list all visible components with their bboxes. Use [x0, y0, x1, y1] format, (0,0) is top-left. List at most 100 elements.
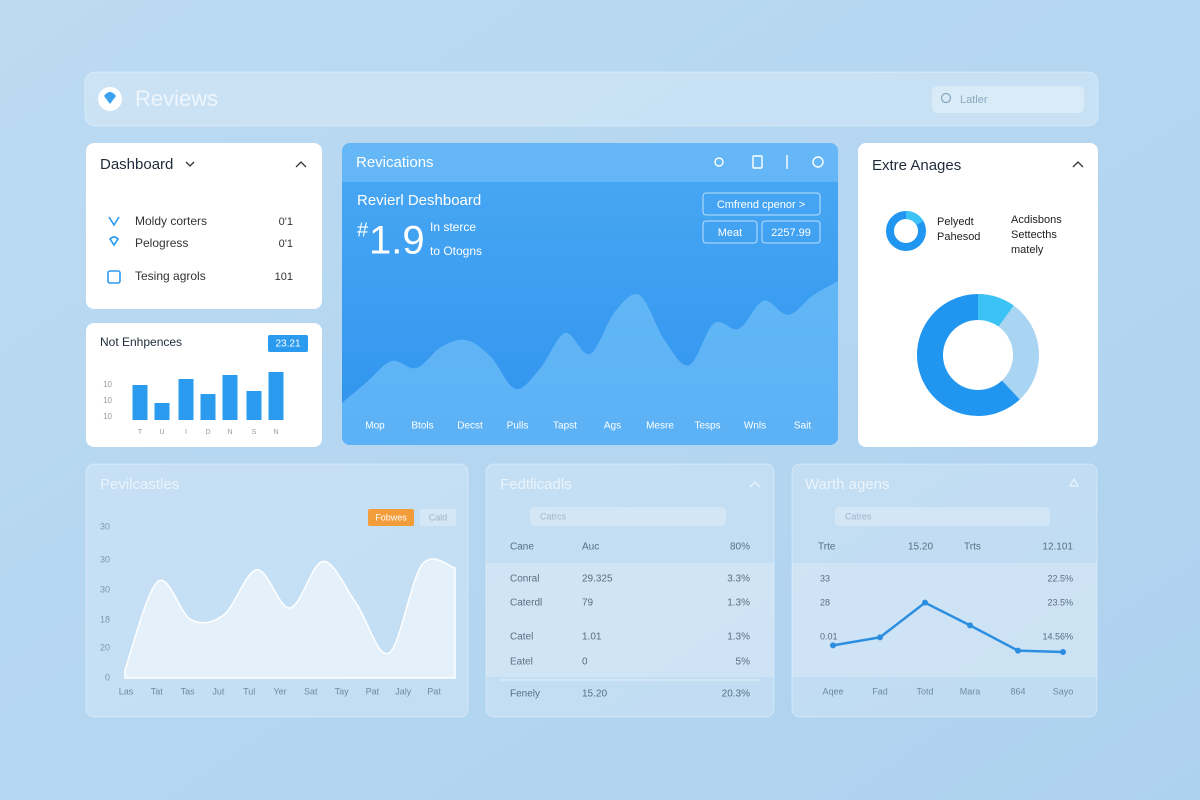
- app-title: Reviews: [135, 86, 218, 111]
- right-label: 23.5%: [1047, 597, 1073, 607]
- legend-text: Acdisbons: [1011, 214, 1062, 226]
- search-box[interactable]: [530, 507, 726, 526]
- table-cell: Caterdl: [510, 598, 542, 609]
- x-label: Btols: [411, 421, 433, 432]
- table-cell: 79: [582, 598, 594, 609]
- x-label: N: [273, 429, 278, 436]
- card-title: Fedtlicadls: [500, 476, 572, 493]
- x-label: U: [159, 429, 164, 436]
- point: [922, 599, 928, 606]
- bar: [246, 391, 262, 420]
- y-label: 18: [100, 614, 110, 624]
- button[interactable]: [761, 220, 821, 244]
- x-label: Mesre: [646, 421, 674, 432]
- x-label: Mara: [960, 686, 981, 696]
- x-label: 864: [1010, 686, 1025, 696]
- card-title: Pevilcastles: [100, 476, 179, 493]
- table-card: [485, 463, 775, 718]
- bar: [178, 379, 194, 420]
- table-cell: Conral: [510, 574, 539, 585]
- x-label: S: [252, 429, 257, 436]
- x-label: Jaly: [395, 686, 412, 696]
- mini-ring-accent: [905, 210, 924, 226]
- legend-text: mately: [1011, 244, 1044, 256]
- button-text: 2257.99: [771, 227, 811, 239]
- x-label: Ags: [604, 421, 621, 432]
- search-icon: [940, 92, 952, 104]
- x-label: Yer: [273, 686, 286, 696]
- dashboard-card: [86, 143, 322, 309]
- x-label: Pat: [427, 686, 441, 696]
- table-cell: 5%: [736, 657, 751, 668]
- icon[interactable]: [752, 155, 763, 169]
- badge-text: 23.21: [275, 339, 300, 350]
- panel-icons: [714, 155, 824, 169]
- x-label: Sait: [794, 421, 811, 432]
- chip[interactable]: [368, 509, 414, 526]
- table-cell: 1.3%: [727, 632, 750, 643]
- table-cell: 15.20: [582, 689, 607, 700]
- table-header: 15.20: [908, 542, 933, 553]
- collapse-chevron[interactable]: [749, 481, 761, 488]
- card-title: Not Enhpences: [100, 335, 182, 349]
- donut-segment: [917, 294, 1020, 416]
- icon[interactable]: [714, 157, 724, 167]
- pin-icon[interactable]: [1068, 477, 1080, 487]
- area: [124, 558, 456, 679]
- bar: [200, 394, 216, 420]
- table-header: Auc: [582, 542, 599, 553]
- x-label: Wnls: [744, 421, 766, 432]
- logo-mark: [104, 92, 116, 104]
- x-label: Tat: [151, 686, 164, 696]
- table-cell: 29.325: [582, 574, 613, 585]
- x-label: Aqee: [822, 686, 843, 696]
- x-label: N: [227, 429, 232, 436]
- x-label: I: [185, 429, 187, 436]
- donut-segment: [977, 294, 1014, 328]
- bar: [132, 385, 148, 420]
- point: [1015, 647, 1021, 654]
- search-placeholder: Latler: [960, 94, 988, 106]
- icon[interactable]: [812, 156, 824, 168]
- y-label: 10: [103, 412, 112, 421]
- y-label: 0: [105, 672, 110, 682]
- search-box[interactable]: [932, 86, 1084, 113]
- item-icon: [108, 236, 120, 247]
- line-card: [791, 463, 1098, 718]
- line: [832, 601, 1064, 654]
- y-label: 10: [103, 396, 112, 405]
- x-label: Pulls: [507, 421, 529, 432]
- button-text: Meat: [718, 227, 742, 239]
- collapse-chevron[interactable]: [1072, 161, 1084, 168]
- y-label: 0.01: [820, 631, 838, 641]
- search-box[interactable]: [835, 507, 1050, 526]
- table-header: Trts: [964, 542, 981, 553]
- collapse-chevron[interactable]: [295, 161, 307, 168]
- table-cell: Fenely: [510, 689, 540, 700]
- donut-segment: [998, 305, 1039, 400]
- chip[interactable]: [420, 509, 456, 526]
- x-label: Pat: [366, 686, 380, 696]
- table-cell: 20.3%: [722, 689, 750, 700]
- table-cell: Catel: [510, 632, 533, 643]
- legend-text: Settecths: [1011, 229, 1057, 241]
- y-label: 10: [103, 380, 112, 389]
- button[interactable]: [702, 220, 758, 244]
- badge: [268, 335, 308, 352]
- list-label: Pelogress: [135, 236, 188, 250]
- x-label: Sat: [304, 686, 318, 696]
- table-cell: Eatel: [510, 657, 533, 668]
- dropdown-chevron[interactable]: [185, 161, 195, 167]
- item-icon: [107, 270, 121, 284]
- list-label: Moldy corters: [135, 214, 207, 228]
- table-header: Trte: [818, 542, 836, 553]
- x-label: Jut: [212, 686, 225, 696]
- item-icon: [108, 216, 120, 227]
- button[interactable]: [702, 192, 821, 216]
- point: [1060, 649, 1066, 655]
- y-label: 30: [100, 521, 110, 531]
- point: [877, 634, 883, 641]
- table-cell: 0: [582, 657, 588, 668]
- search-placeholder: Catrcs: [540, 511, 567, 521]
